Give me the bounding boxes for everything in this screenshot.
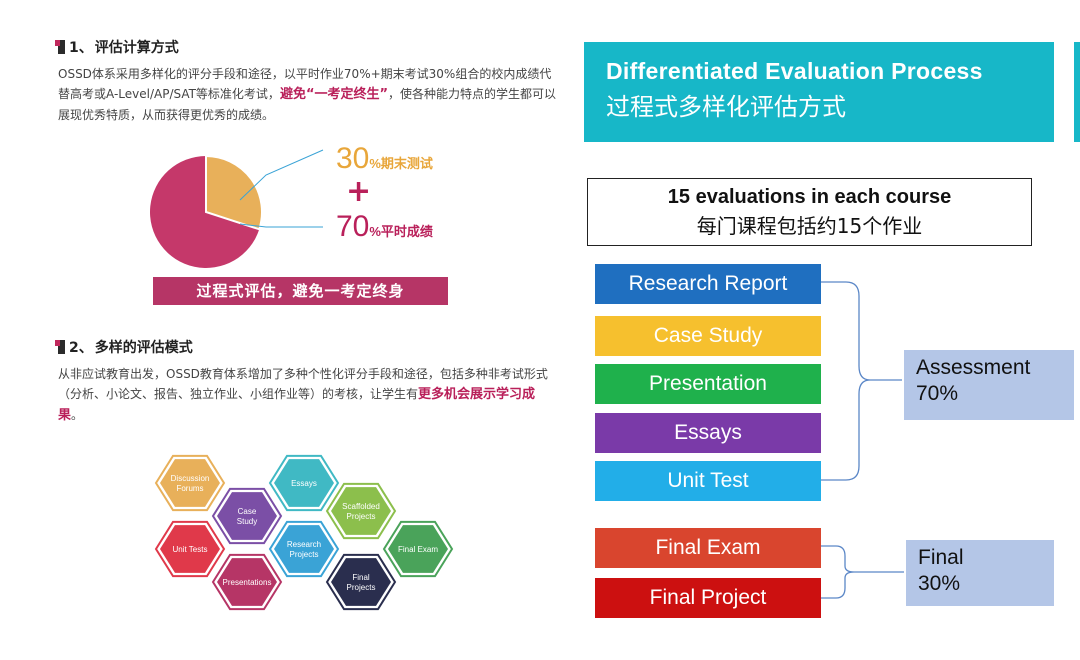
item-final-exam: Final Exam <box>595 528 821 568</box>
pie-leader-daily <box>239 223 323 228</box>
final-pct-label: 30%期末测试 <box>336 142 433 176</box>
hexagon-label: Discussion <box>171 474 210 483</box>
hexagon-label: Case <box>238 507 257 516</box>
hexagon-fill <box>160 525 220 573</box>
slide-title-en: Differentiated Evaluation Process <box>606 58 983 84</box>
hexagon-fill <box>388 525 448 573</box>
item-presentation: Presentation <box>595 364 821 404</box>
slide-title-bar: Differentiated Evaluation Process 过程式多样化… <box>584 42 1054 142</box>
pie-leader-final <box>239 149 324 201</box>
hexagon-cluster: DiscussionForumsCaseStudyEssaysScaffolde… <box>154 454 454 611</box>
section2-highlight: 更多机会展示学习成果 <box>58 387 536 423</box>
hexagon-label: Projects <box>347 512 376 521</box>
section1-text-a: OSSD体系采用多样化的评分手段和途径，以平时作业70%+期末考试30%组合的校… <box>58 67 552 101</box>
section2-text-a: 从非应试教育出发，OSSD教育体系增加了多种个性化评分手段和途径，包括多种非考试… <box>58 367 548 401</box>
item-essays: Essays <box>595 413 821 453</box>
evaluation-count-en: 15 evaluations in each course <box>667 186 952 208</box>
hexagon-fill <box>160 459 220 507</box>
item-unit-test: Unit Test <box>595 461 821 501</box>
hexagon-label: Final Exam <box>398 545 438 554</box>
assessment-bracket <box>821 281 902 481</box>
section1-heading: 1、 评估计算方式 <box>55 37 179 57</box>
daily-pct-text: %平时成绩 <box>369 224 433 239</box>
hexagon-label: Forums <box>176 484 203 493</box>
hexagon-fill <box>331 487 391 535</box>
section2-number: 2、 <box>69 340 93 356</box>
hexagon-presentations: Presentations <box>211 553 283 611</box>
hexagon-fill <box>274 459 334 507</box>
hexagon-essays: Essays <box>268 454 340 512</box>
differentiated-evaluation-slide: Differentiated Evaluation Process 过程式多样化… <box>578 0 1080 660</box>
daily-pct-label: 70%平时成绩 <box>336 210 433 244</box>
hexagon-label: Study <box>237 517 257 526</box>
daily-pct-value: 70 <box>336 210 370 243</box>
item-case-study: Case Study <box>595 316 821 356</box>
evaluation-modes-hexagons: Discussion Forums Case Study Essays Scaffolde… <box>150 448 460 618</box>
final-pct: 30% <box>918 572 961 595</box>
final-pct-value: 30 <box>336 142 370 175</box>
section1-number: 1、 <box>69 40 93 56</box>
hexagon-label: Research <box>287 540 321 549</box>
section2-paragraph: 从非应试教育出发，OSSD教育体系增加了多种个性化评分手段和途径，包括多种非考试… <box>58 364 558 426</box>
section-marker-icon <box>55 340 65 354</box>
ossd-evaluation-panel: 1、 评估计算方式 OSSD体系采用多样化的评分手段和途径，以平时作业70%+期… <box>55 37 558 618</box>
hexagon-final-exam: Final Exam <box>382 520 454 578</box>
section2-heading: 2、 多样的评估模式 <box>55 337 193 357</box>
assessment-box: Assessment 70% <box>904 350 1074 420</box>
section2-title: 多样的评估模式 <box>94 340 193 356</box>
assessment-label: Assessment <box>916 356 1031 379</box>
item-final-project: Final Project <box>595 578 821 618</box>
section1-paragraph: OSSD体系采用多样化的评分手段和途径，以平时作业70%+期末考试30%组合的校… <box>58 64 558 125</box>
score-split-pie: 30%期末测试 + 70%平时成绩 <box>148 140 478 280</box>
section1-title: 评估计算方式 <box>94 40 179 56</box>
section-marker-icon <box>55 40 65 54</box>
hexagon-fill <box>217 558 277 606</box>
evaluation-count-cn: 每门课程包括约15个作业 <box>696 214 923 238</box>
hexagon-fill <box>274 525 334 573</box>
hexagon-label: Projects <box>347 583 376 592</box>
bracket-connectors <box>821 281 904 599</box>
section1-highlight: 避免“一考定终生” <box>279 87 389 102</box>
hexagon-label: Projects <box>290 550 319 559</box>
hexagon-unit-tests: Unit Tests <box>154 520 226 578</box>
section2-text-b: 。 <box>71 408 84 422</box>
hexagon-fill <box>331 558 391 606</box>
pie-svg <box>149 149 324 268</box>
process-evaluation-banner: 过程式评估，避免一考定终身 <box>153 277 448 305</box>
hexagon-label: Essays <box>291 479 317 488</box>
hexagon-fill <box>217 492 277 540</box>
pie-slice-final <box>205 154 263 231</box>
pie-slice-daily <box>149 156 260 268</box>
hexagon-label: Scaffolded <box>342 502 380 511</box>
final-label: Final <box>918 546 964 569</box>
plus-sign: + <box>346 174 372 209</box>
section1-text-b: ，使各种能力特点的学生都可以展现优秀特质，从而获得更优秀的成绩。 <box>58 87 557 122</box>
item-research-report: Research Report <box>595 264 821 304</box>
evaluation-count-box: 15 evaluations in each course 每门课程包括约15个… <box>587 178 1032 246</box>
title-bar-edge <box>1074 42 1080 142</box>
final-pct-text: %期末测试 <box>369 156 433 171</box>
hexagon-label: Unit Tests <box>173 545 208 554</box>
final-box: Final 30% <box>906 540 1054 606</box>
hexagon-label: Final <box>352 573 370 582</box>
final-bracket <box>821 545 904 599</box>
assessment-pct: 70% <box>916 382 959 405</box>
slide-title-cn: 过程式多样化评估方式 <box>606 93 846 121</box>
hexagon-label: Presentations <box>223 578 272 587</box>
